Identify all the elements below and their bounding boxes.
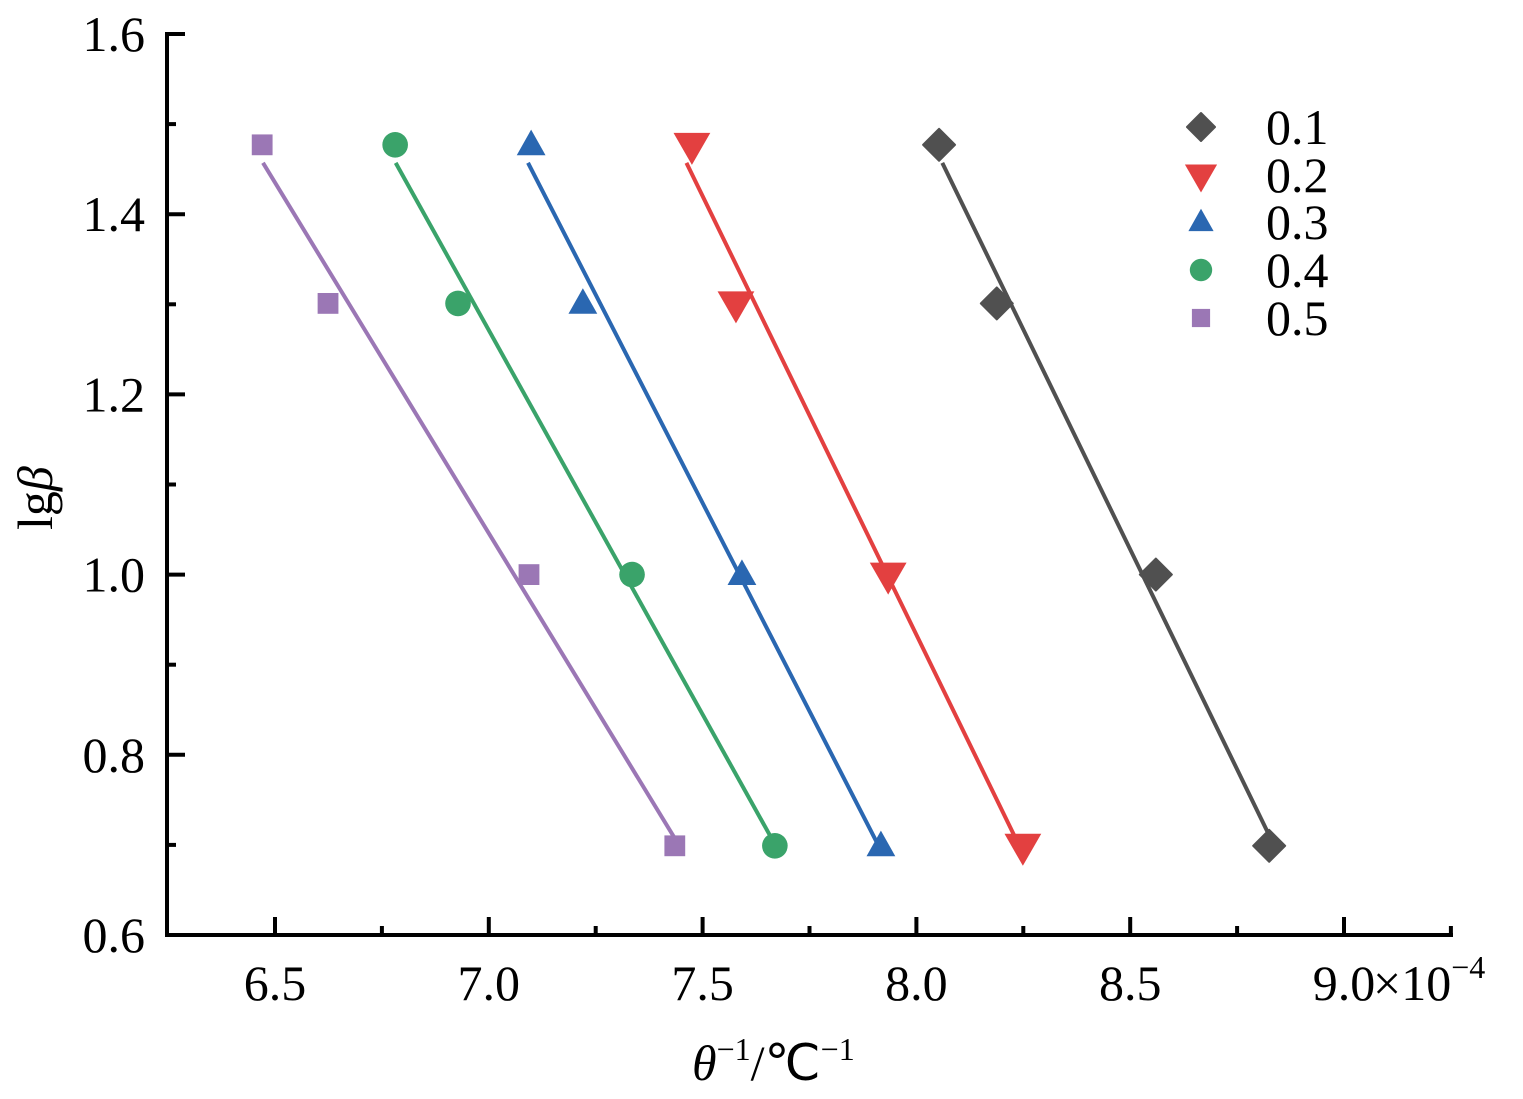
legend-item: 0.4 xyxy=(1189,242,1329,298)
data-point-0.5 xyxy=(251,134,273,156)
data-point-0.3 xyxy=(568,288,598,314)
x-axis-title-sup1: −1 xyxy=(717,1031,751,1067)
fit-line-0.1 xyxy=(940,161,1277,847)
x-tick-label: 6.5 xyxy=(244,955,307,1011)
x-tick-label: 9.0 xyxy=(1313,955,1376,1011)
x-tick-label: 8.0 xyxy=(885,955,948,1011)
data-point-0.1 xyxy=(1138,557,1173,592)
data-point-0.5 xyxy=(317,292,339,314)
data-point-0.3 xyxy=(866,830,896,857)
x-ticks: 6.5 7.0 7.5 8.0 8.5 9.0 xyxy=(244,917,1453,1011)
data-point-0.2 xyxy=(717,291,755,324)
data-point-0.2 xyxy=(869,562,907,595)
data-point-0.5 xyxy=(518,564,540,585)
data-point-0.2 xyxy=(1004,833,1042,866)
x-tick-label: 7.0 xyxy=(458,955,521,1011)
legend-label: 0.3 xyxy=(1266,194,1329,250)
y-axis-title-prefix: lg xyxy=(7,491,63,530)
data-points xyxy=(251,127,1287,866)
legend-label: 0.4 xyxy=(1266,242,1329,298)
data-point-0.1 xyxy=(979,286,1014,321)
x-tick-label: 8.5 xyxy=(1099,955,1162,1011)
fit-lines xyxy=(261,161,1277,847)
legend-item: 0.1 xyxy=(1186,99,1329,155)
x-multiplier: ×10−4 xyxy=(1373,949,1485,1011)
legend-marker-diamond xyxy=(1186,112,1216,142)
legend-item: 0.2 xyxy=(1184,147,1329,203)
y-tick-label: 0.6 xyxy=(83,907,146,963)
legend-item: 0.5 xyxy=(1191,290,1329,346)
legend-marker-circle xyxy=(1189,258,1213,282)
x-axis-title-unit: /℃ xyxy=(751,1035,821,1091)
data-point-0.3 xyxy=(516,129,546,156)
data-point-0.1 xyxy=(922,127,957,162)
data-point-0.4 xyxy=(382,132,408,158)
legend-item: 0.3 xyxy=(1188,194,1329,250)
axes xyxy=(165,32,1453,937)
x-axis-title-theta: θ xyxy=(692,1035,717,1091)
x-multiplier-exponent: −4 xyxy=(1451,949,1485,985)
fit-line-0.4 xyxy=(393,161,778,847)
y-axis-title: lgβ xyxy=(7,466,63,530)
legend-label: 0.5 xyxy=(1266,290,1329,346)
legend: 0.10.20.30.40.5 xyxy=(1184,99,1329,346)
data-point-0.4 xyxy=(619,561,645,588)
y-tick-label: 1.6 xyxy=(83,6,146,62)
x-axis-title-sup2: −1 xyxy=(821,1031,855,1067)
legend-label: 0.2 xyxy=(1266,147,1329,203)
x-tick-label: 7.5 xyxy=(671,955,734,1011)
data-point-0.1 xyxy=(1252,828,1287,863)
y-tick-label: 1.4 xyxy=(83,186,146,242)
y-tick-label: 1.2 xyxy=(83,366,146,422)
fit-line-0.2 xyxy=(684,161,1022,847)
legend-marker-triangle-up xyxy=(1188,208,1214,232)
legend-marker-square xyxy=(1191,308,1211,328)
data-point-0.4 xyxy=(762,833,788,859)
data-point-0.2 xyxy=(673,132,711,165)
fit-line-0.3 xyxy=(526,161,881,847)
data-point-0.5 xyxy=(664,835,686,857)
fit-line-0.5 xyxy=(261,161,682,847)
legend-marker-triangle-down xyxy=(1184,164,1218,193)
data-point-0.3 xyxy=(727,559,757,585)
legend-label: 0.1 xyxy=(1266,99,1329,155)
y-tick-label: 0.8 xyxy=(83,727,146,783)
y-tick-label: 1.0 xyxy=(83,547,146,603)
y-ticks: 0.6 0.8 1.0 1.2 1.4 1.6 xyxy=(83,6,185,963)
x-multiplier-base: ×10 xyxy=(1373,955,1451,1011)
x-axis-title: θ−1/℃−1 xyxy=(692,1031,855,1091)
data-point-0.4 xyxy=(445,290,471,317)
y-axis-title-beta: β xyxy=(7,466,63,492)
